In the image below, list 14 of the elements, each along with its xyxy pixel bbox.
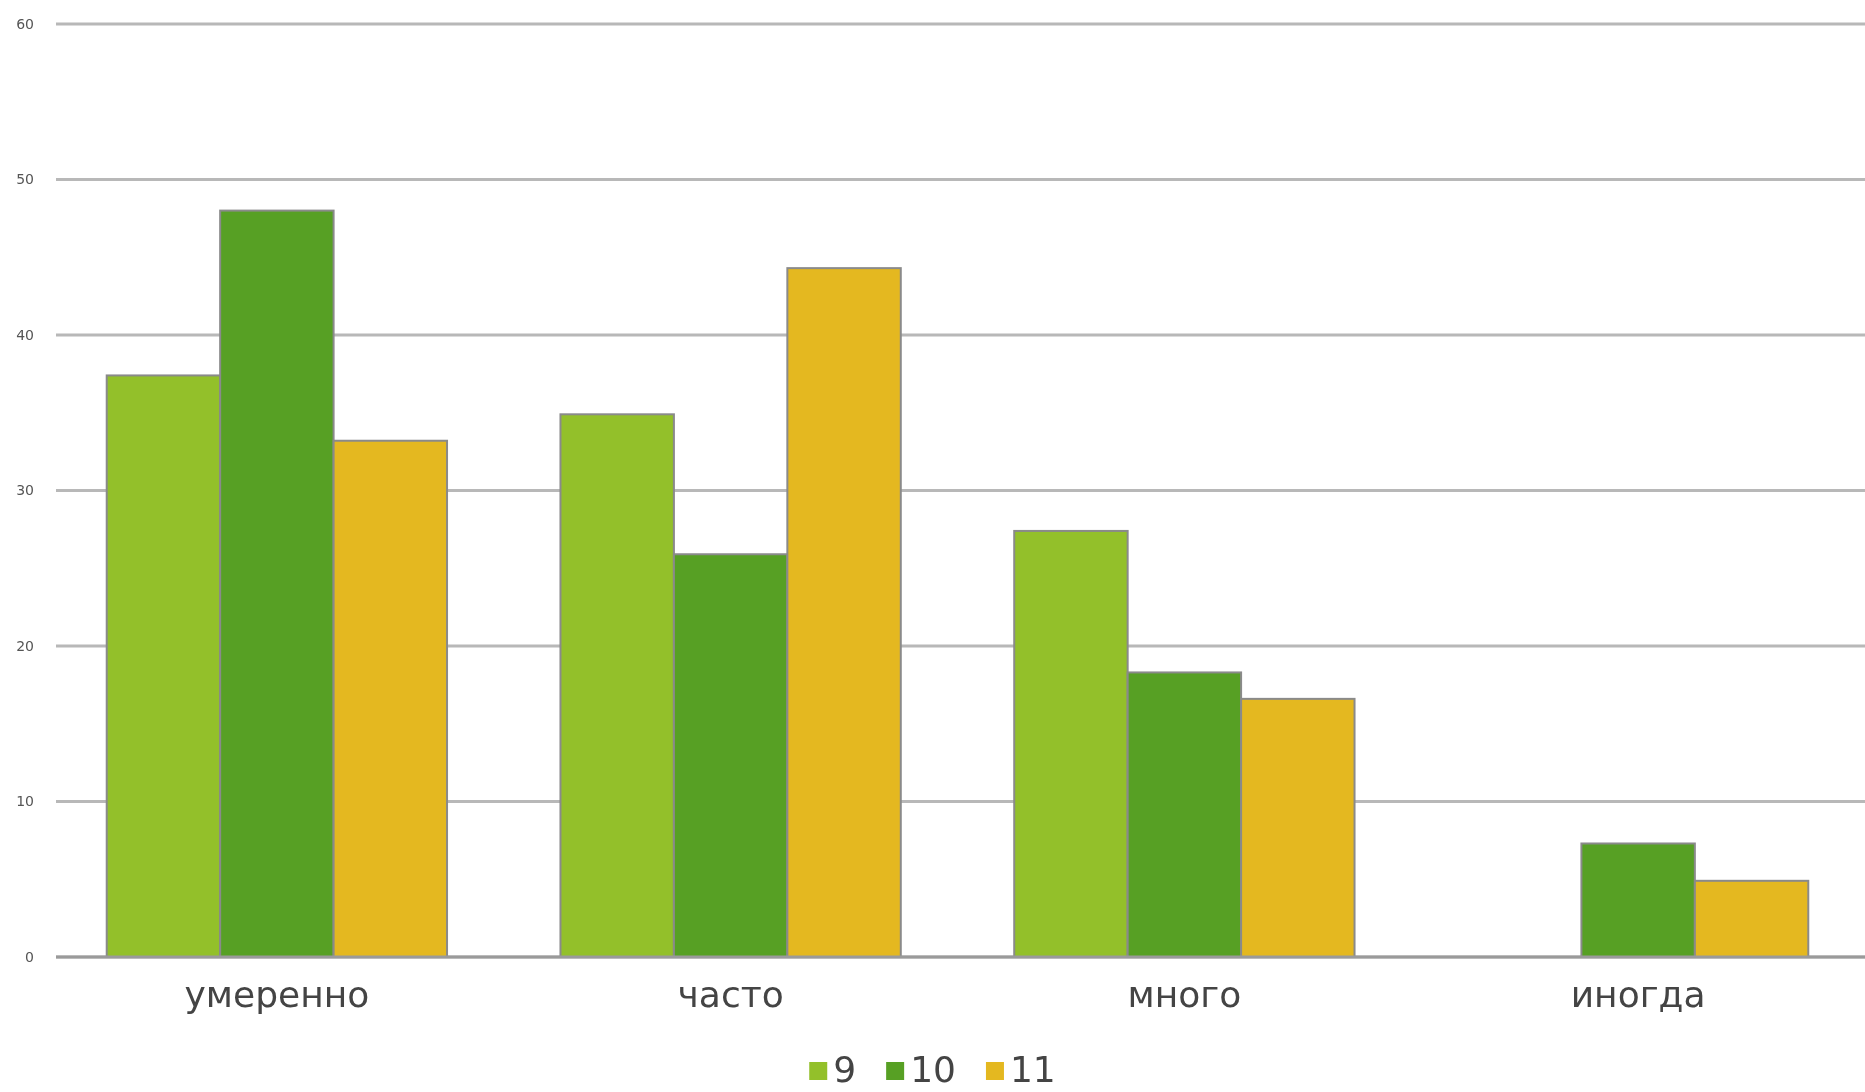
y-tick-label: 20 <box>16 637 34 654</box>
legend-label: 9 <box>833 1049 857 1090</box>
y-tick-label: 0 <box>25 948 34 965</box>
legend-label: 10 <box>910 1049 956 1090</box>
x-tick-label: иногда <box>1570 973 1706 1015</box>
y-tick-label: 10 <box>16 793 34 810</box>
y-tick-label: 30 <box>16 482 34 499</box>
y-tick-label: 60 <box>16 15 34 32</box>
y-tick-label: 50 <box>16 171 34 188</box>
x-tick-label: часто <box>677 973 784 1015</box>
legend-label: 11 <box>1009 1049 1056 1090</box>
x-tick-label: умеренно <box>184 973 370 1015</box>
x-tick-label: много <box>1127 973 1242 1015</box>
y-tick-label: 40 <box>16 326 34 343</box>
